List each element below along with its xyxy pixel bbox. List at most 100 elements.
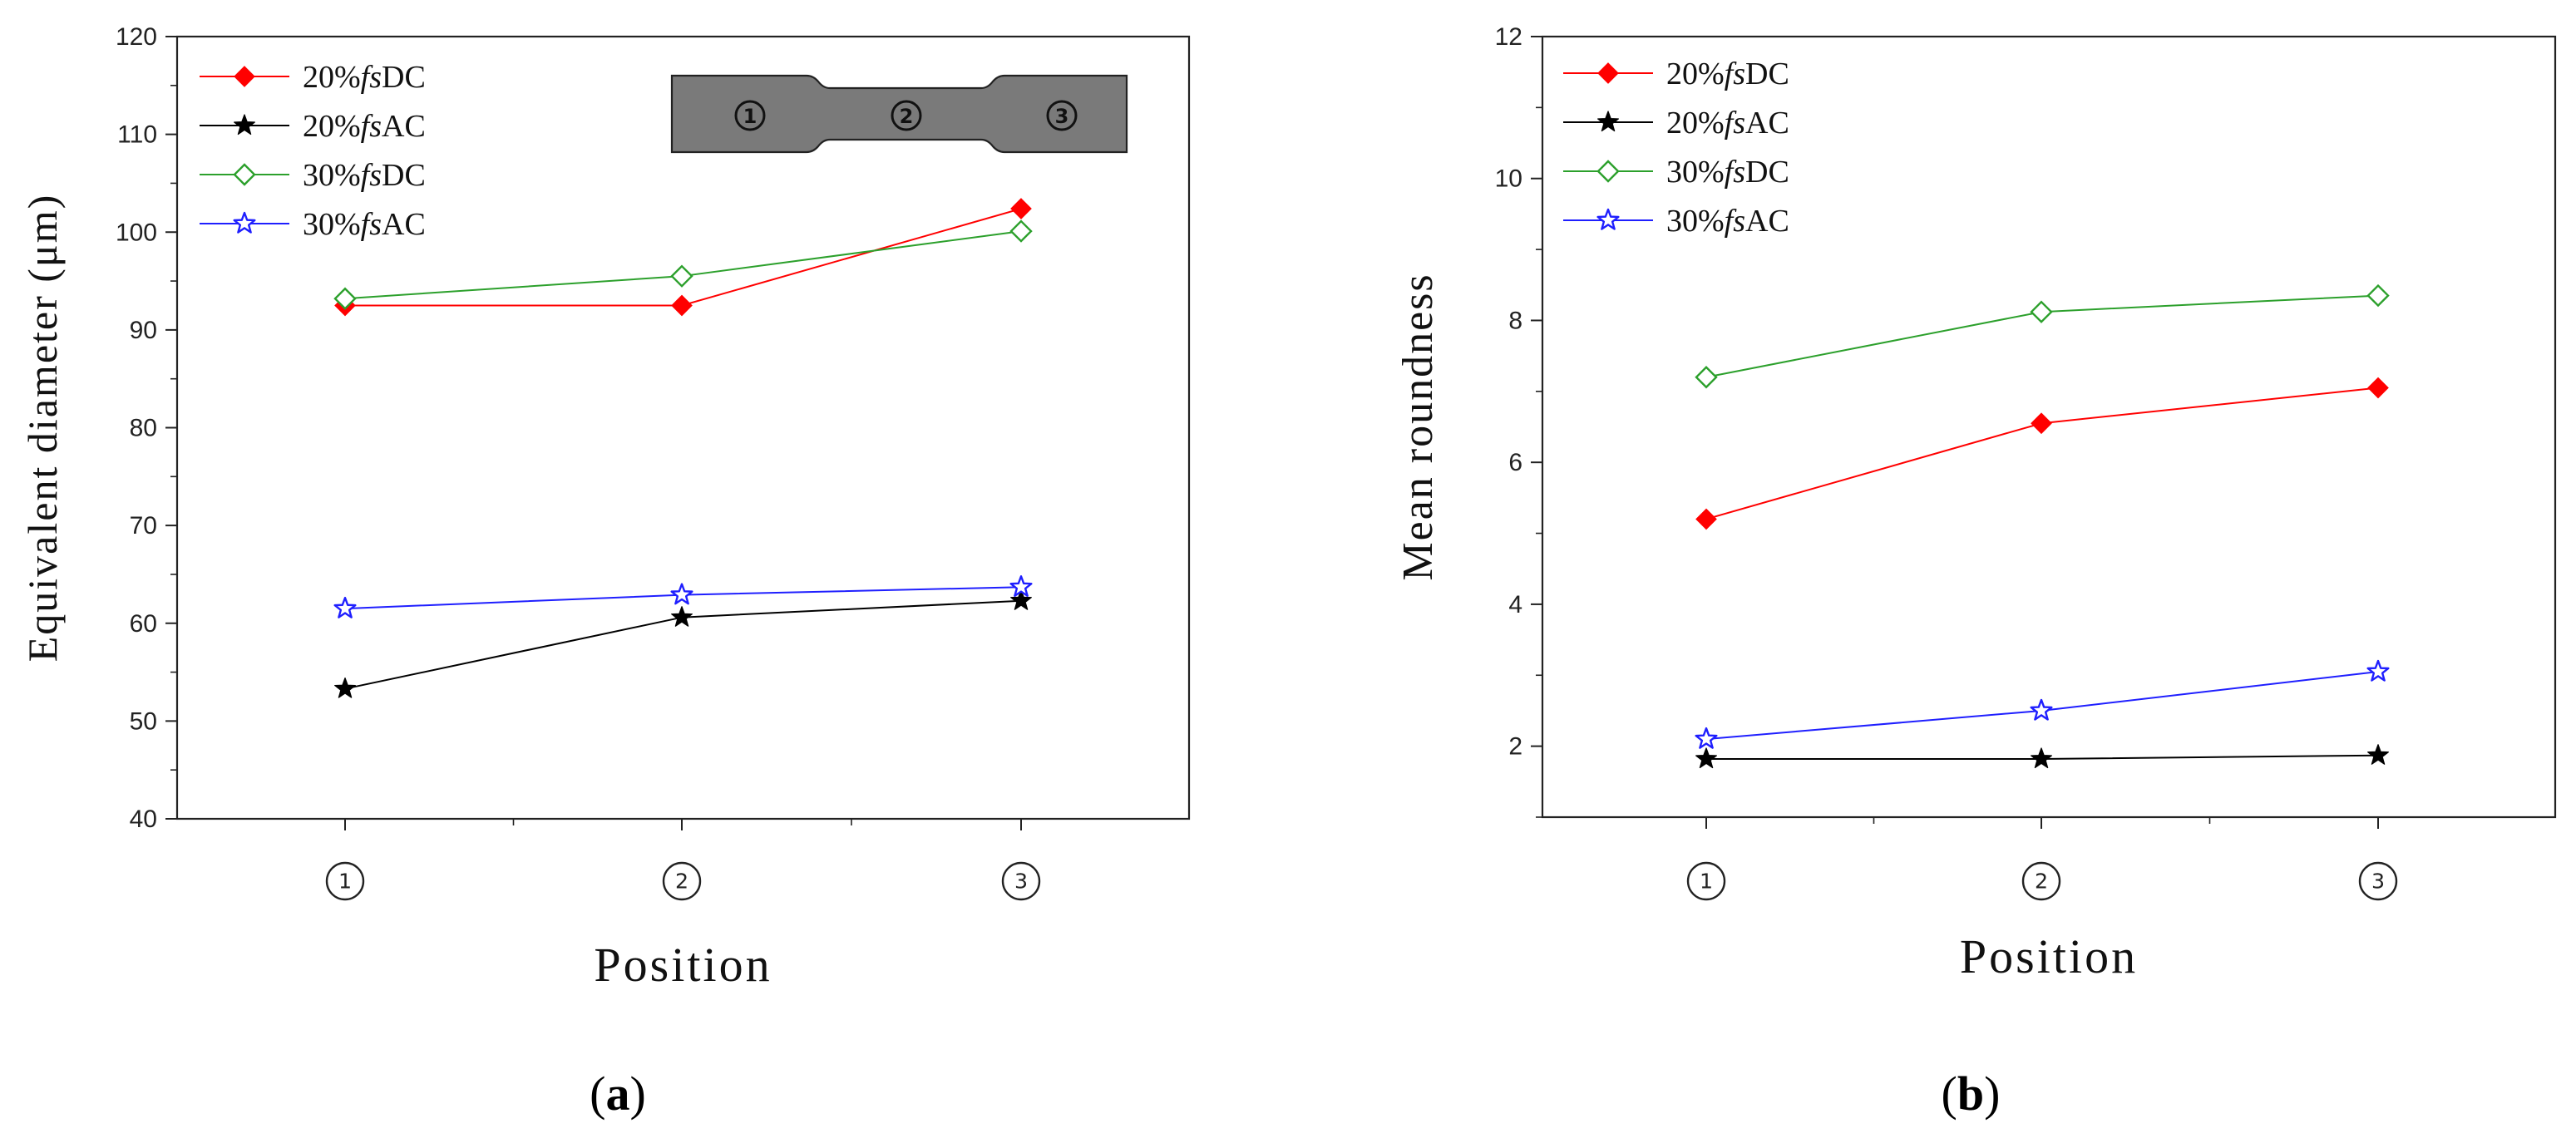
- y-tick-label: 12: [1495, 23, 1522, 51]
- x-axis-title: Position: [594, 938, 772, 992]
- series-30pctfsdc: [1695, 283, 2390, 389]
- series-line-20pctfsdc: [345, 208, 1022, 307]
- data-point-20pctfsac-1: [1695, 747, 1717, 769]
- legend: 20%fsDC 20%fsAC 30%fsDC 30%fsAC: [1563, 57, 1789, 239]
- plot-frame: [1541, 35, 2557, 819]
- data-point-20pctfsdc-3: [2367, 377, 2389, 399]
- legend: 20%fsDC 20%fsAC 30%fsDC 30%fsAC: [200, 60, 426, 242]
- x-tick-label-3-text: 3: [1014, 869, 1028, 893]
- x-tick-label-3: 3: [2358, 861, 2398, 901]
- x-tick-label-1: 1: [325, 861, 365, 901]
- x-tick-label-2: 2: [2021, 861, 2061, 901]
- legend-label: 30%fsDC: [303, 158, 426, 193]
- y-tick-label: 40: [130, 806, 157, 833]
- y-tick-label: 8: [1508, 307, 1522, 334]
- series-30pctfsdc: [333, 219, 1033, 310]
- specimen-position-circle: [891, 100, 922, 131]
- y-tick-label: 120: [116, 23, 157, 51]
- panel-a-label: (a): [590, 1067, 646, 1121]
- y-tick-label: 2: [1508, 733, 1522, 761]
- x-tick-label-1-circle: [1686, 861, 1726, 901]
- data-point-30pctfsac-1: [1695, 727, 1718, 749]
- x-tick-label-1: 1: [1686, 861, 1726, 901]
- specimen-position-circle: [734, 100, 766, 131]
- x-tick-label-2-text: 2: [675, 869, 688, 893]
- data-point-20pctfsdc-3: [1010, 198, 1032, 219]
- data-point-20pctfsac-2: [2031, 747, 2052, 769]
- y-tick-label: 90: [130, 317, 157, 344]
- x-tick-label-3-circle: [1001, 861, 1041, 901]
- legend-label: 20%fsDC: [1666, 57, 1789, 91]
- y-tick-label: 10: [1495, 165, 1522, 193]
- series-line-20pctfsdc: [1705, 387, 2379, 520]
- data-point-30pctfsac-2: [670, 583, 693, 605]
- legend-label: 30%fsAC: [303, 207, 426, 242]
- specimen-position-circle: [1046, 100, 1078, 131]
- legend-item-30pctfsdc: 30%fsDC: [200, 158, 426, 193]
- panel-b-label: (b): [1942, 1067, 2001, 1121]
- y-tick-label: 6: [1508, 449, 1522, 476]
- data-point-30pctfsac-1: [333, 596, 357, 618]
- legend-item-30pctfsac: 30%fsAC: [200, 207, 426, 242]
- legend-marker: [1597, 62, 1619, 84]
- x-tick-label-1-text: 1: [1700, 869, 1713, 893]
- specimen-position-3: 3: [1046, 100, 1078, 131]
- legend-item-20pctfsac: 20%fsAC: [1563, 106, 1789, 140]
- series-20pctfsac: [334, 589, 1032, 698]
- data-point-30pctfsdc-1: [1695, 366, 1718, 389]
- series-20pctfsdc: [1695, 377, 2389, 530]
- specimen-position-1: 1: [734, 100, 766, 131]
- x-tick-label-3: 3: [1001, 861, 1041, 901]
- data-point-30pctfsdc-2: [2030, 300, 2053, 323]
- data-point-20pctfsdc-2: [2031, 412, 2052, 435]
- legend-label: 30%fsDC: [1666, 155, 1789, 190]
- series-30pctfsac: [1695, 659, 2390, 749]
- series-20pctfsac: [1695, 744, 2389, 769]
- legend-item-30pctfsdc: 30%fsDC: [1563, 155, 1789, 190]
- legend-label: 20%fsAC: [1666, 106, 1789, 140]
- data-point-20pctfsac-1: [334, 677, 356, 698]
- specimen-position-text: 3: [1055, 105, 1069, 128]
- data-point-30pctfsac-3: [2366, 659, 2390, 682]
- y-tick-label: 60: [130, 610, 157, 638]
- legend-label: 20%fsAC: [303, 109, 426, 144]
- y-axis-title: Equivalent diameter (μm): [19, 194, 66, 663]
- specimen-position-2: 2: [891, 100, 922, 131]
- legend-marker: [233, 211, 256, 234]
- y-tick-label: 4: [1508, 591, 1522, 618]
- y-tick-label: 50: [130, 707, 157, 735]
- y-axis-title: Mean roundness: [1394, 273, 1442, 580]
- legend-item-30pctfsac: 30%fsAC: [1563, 204, 1789, 239]
- legend-item-20pctfsac: 20%fsAC: [200, 109, 426, 144]
- y-tick-label: 80: [130, 415, 157, 442]
- legend-marker: [1596, 160, 1620, 183]
- panel-a-chart: 40 50 60 70 80 90 100 110 120 1 2 3 Position Equivale…: [19, 23, 1191, 992]
- data-point-30pctfsdc-2: [670, 264, 693, 288]
- data-point-30pctfsdc-3: [1009, 219, 1033, 243]
- legend-marker: [234, 114, 255, 135]
- legend-item-20pctfsdc: 20%fsDC: [200, 60, 426, 95]
- x-tick-label-2-text: 2: [2035, 869, 2048, 893]
- y-tick-label: 100: [116, 219, 157, 246]
- legend-item-20pctfsdc: 20%fsDC: [1563, 57, 1789, 91]
- data-point-30pctfsac-3: [1009, 575, 1033, 597]
- specimen-position-text: 1: [743, 105, 758, 128]
- legend-label: 30%fsAC: [1666, 204, 1789, 239]
- data-point-20pctfsac-3: [2367, 744, 2389, 765]
- y-tick-label: 70: [130, 512, 157, 540]
- x-tick-label-2-circle: [2021, 861, 2061, 901]
- data-point-20pctfsdc-2: [671, 294, 693, 317]
- plot-frame: [175, 35, 1191, 820]
- x-axis-title: Position: [1960, 929, 2138, 983]
- legend-label: 20%fsDC: [303, 60, 426, 95]
- y-tick-label: 110: [117, 121, 157, 149]
- x-tick-label-1-circle: [325, 861, 365, 901]
- specimen-inset: 1 2 3: [670, 74, 1128, 154]
- legend-marker: [1597, 111, 1619, 132]
- data-point-30pctfsdc-1: [333, 287, 357, 310]
- data-point-30pctfsac-2: [2030, 698, 2053, 721]
- legend-marker: [233, 163, 256, 186]
- x-tick-label-3-text: 3: [2371, 869, 2385, 893]
